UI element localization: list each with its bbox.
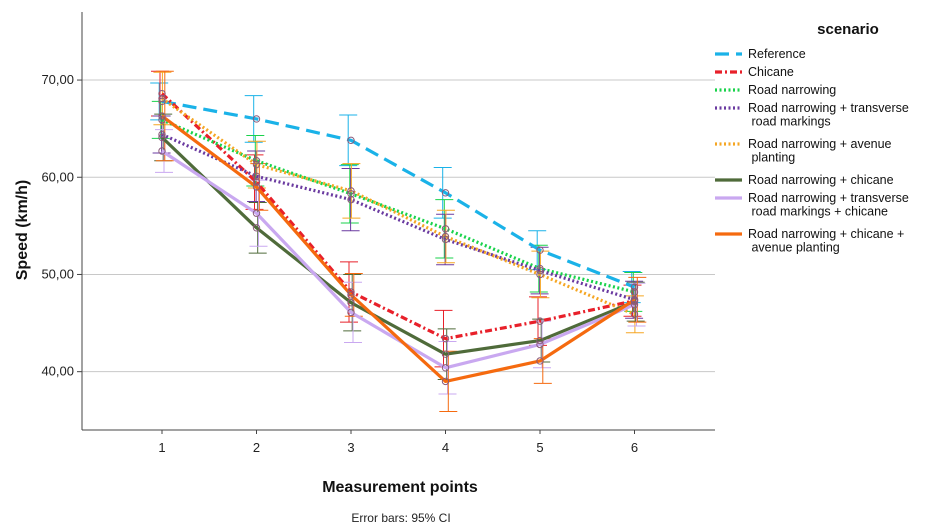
error-bar-footnote: Error bars: 95% CI [351, 511, 450, 525]
legend-label: Road narrowing + chicane + avenue planti… [748, 227, 904, 255]
data-point [158, 116, 166, 124]
series-line [161, 114, 636, 383]
data-point [252, 172, 261, 180]
y-tick-label: 70,00 [41, 72, 74, 87]
legend-item: Road narrowing + transverse road marking… [715, 101, 909, 129]
data-point [441, 364, 450, 372]
data-point [252, 209, 261, 217]
legend-label: Chicane [748, 65, 794, 79]
data-point [630, 288, 639, 296]
series-line [160, 136, 636, 356]
data-point [252, 183, 261, 191]
data-point [347, 308, 355, 317]
x-tick-label: 1 [158, 440, 165, 455]
legend-item: Road narrowing + transverse road marking… [715, 191, 909, 219]
data-point [158, 97, 166, 106]
data-points [158, 89, 639, 386]
data-point [630, 300, 639, 309]
data-point [347, 187, 355, 195]
legend-label: Reference [748, 47, 806, 61]
x-tick-label: 4 [442, 440, 449, 455]
data-point [441, 235, 450, 244]
axes [77, 12, 715, 434]
series-line [161, 133, 635, 302]
data-point [441, 377, 450, 386]
data-point [536, 266, 544, 275]
data-point [536, 264, 544, 273]
y-tick-label: 50,00 [41, 266, 74, 281]
data-point [441, 232, 450, 241]
x-tick-label: 5 [536, 440, 543, 455]
data-point [158, 147, 166, 155]
series-line [161, 97, 636, 316]
data-point [441, 225, 450, 233]
legend-item: Road narrowing [715, 83, 836, 97]
error-bars [150, 70, 647, 413]
legend-title: scenario [817, 21, 879, 38]
data-point [158, 112, 166, 120]
series-line [160, 92, 635, 341]
x-axis-title: Measurement points [322, 479, 478, 496]
data-point [536, 317, 544, 325]
data-point [536, 357, 544, 365]
data-point [536, 246, 544, 254]
y-axis-title: Speed (km/h) [14, 180, 31, 280]
data-point [347, 136, 355, 145]
data-point [441, 189, 450, 197]
data-point [347, 298, 355, 307]
x-tick-label: 3 [347, 440, 354, 455]
data-point [441, 334, 450, 343]
data-point [252, 160, 261, 169]
data-point [347, 190, 355, 198]
data-point [630, 310, 639, 319]
x-tick-label: 2 [253, 440, 260, 455]
data-point [441, 350, 450, 358]
data-point [252, 157, 261, 165]
data-point [252, 224, 261, 232]
legend-item: Chicane [715, 65, 794, 79]
legend-label: Road narrowing + transverse road marking… [748, 101, 909, 129]
data-point [158, 133, 166, 142]
data-point [252, 115, 261, 123]
y-tick-label: 60,00 [41, 169, 74, 184]
data-point [630, 296, 639, 304]
data-point [536, 336, 544, 345]
x-tick-label: 6 [631, 440, 638, 455]
data-point [536, 340, 544, 349]
series-line [161, 149, 636, 370]
data-point [536, 270, 544, 279]
legend-label: Road narrowing + transverse road marking… [748, 191, 909, 219]
series-line [161, 99, 636, 289]
tick-labels: 40,00 50,00 60,00 70,00 1 2 3 4 5 6 [41, 72, 638, 455]
legend-item: Road narrowing + chicane [715, 173, 894, 187]
data-point [158, 89, 166, 98]
data-point [158, 130, 166, 139]
data-point [158, 94, 166, 103]
y-tick-label: 40,00 [41, 364, 74, 379]
legend: scenario Reference Chicane Road narrowing R… [715, 21, 909, 255]
data-point [347, 195, 355, 204]
data-point [630, 283, 639, 291]
data-point [630, 297, 639, 306]
legend-item: Reference [715, 47, 806, 61]
data-point [347, 288, 355, 296]
series-lines [160, 92, 636, 383]
legend-label: Road narrowing [748, 83, 836, 97]
legend-item: Road narrowing + chicane + avenue planti… [715, 227, 904, 255]
grid-lines [82, 79, 715, 373]
data-point [347, 291, 355, 299]
legend-label: Road narrowing + avenue planting [748, 137, 892, 165]
data-point [252, 178, 261, 186]
legend-label: Road narrowing + chicane [748, 173, 894, 187]
legend-item: Road narrowing + avenue planting [715, 137, 892, 165]
